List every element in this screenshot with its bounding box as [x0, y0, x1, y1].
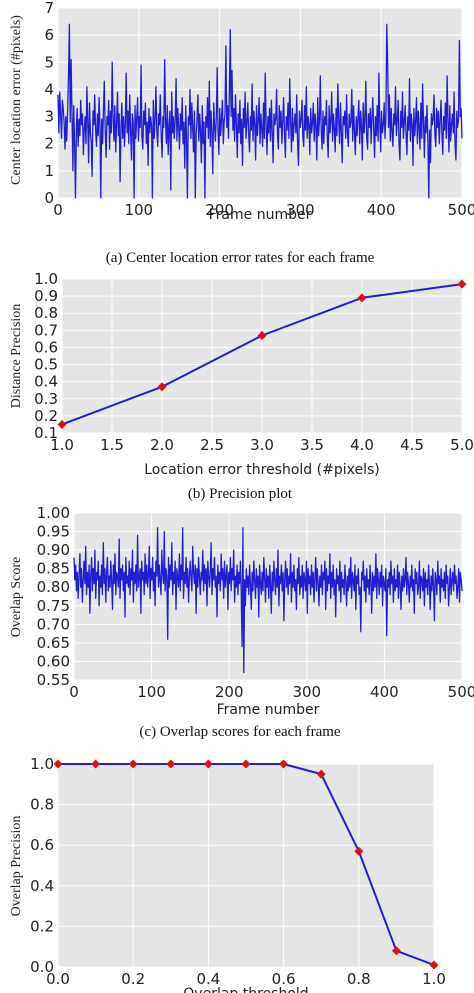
chart-c: 0 100 200 300 400 500 0.550.600.650.700.750.80…	[9, 504, 474, 740]
x-tick-label: 1.5	[100, 436, 124, 454]
y-tick-label: 1.0	[34, 270, 58, 288]
y-tick-label: 2	[44, 135, 54, 153]
x-tick-label: 100	[124, 201, 153, 219]
x-axis-label: Overlap threshold	[183, 986, 308, 993]
x-tick-label: 4.5	[400, 436, 424, 454]
chart-d: 0.0 0.2 0.4 0.6 0.8 1.0 0.0 0.2 0.4 0.6 0.8 1.0 Over…	[9, 755, 446, 993]
y-tick-label: 0.6	[30, 836, 54, 854]
y-tick-label: 0.70	[37, 615, 70, 633]
y-axis-label: Overlap Precision	[9, 816, 24, 917]
x-tick-label: 200	[205, 201, 234, 219]
y-axis-label: Distance Precision	[9, 304, 24, 409]
x-tick-label: 400	[367, 201, 396, 219]
y-axis-label: Overlap Score	[9, 557, 24, 637]
y-tick-label: 0.5	[34, 356, 58, 374]
y-tick-label: 0.4	[30, 877, 54, 895]
y-tick-label: 0.95	[37, 523, 70, 541]
series-line	[73, 527, 463, 674]
y-tick-label: 0.6	[34, 338, 58, 356]
data-point	[203, 759, 213, 769]
x-tick-label: 3.5	[300, 436, 324, 454]
y-tick-label: 1.00	[37, 504, 70, 522]
chart-b: 1.0 1.5 2.0 2.5 3.0 3.5 4.0 4.5 5.00.10.20.30.40…	[9, 270, 474, 502]
y-tick-label: 0	[44, 189, 54, 207]
x-tick-label: 4.0	[350, 436, 374, 454]
y-tick-label: 0.9	[34, 287, 58, 305]
data-point	[53, 759, 63, 769]
x-axis-label: Frame number	[209, 207, 312, 223]
y-tick-label: 0.65	[37, 634, 70, 652]
y-tick-label: 5	[44, 53, 54, 71]
y-tick-label: 1	[44, 162, 54, 180]
x-tick-label: 100	[137, 683, 166, 701]
y-tick-label: 1.0	[30, 755, 54, 773]
data-point	[157, 382, 167, 392]
y-tick-label: 0.4	[34, 373, 58, 391]
plot-background	[74, 513, 462, 680]
chart-a: 0 100 200 300 400 500 0 1 2 3 4 5 6 7 Frame number Cent…	[9, 0, 474, 266]
data-point	[166, 759, 176, 769]
series-line	[57, 23, 463, 199]
y-tick-label: 0.90	[37, 541, 70, 559]
x-tick-label: 2.5	[200, 436, 224, 454]
y-tick-label: 0.3	[34, 390, 58, 408]
figure-caption: (b) Precision plot	[188, 486, 293, 502]
x-tick-label: 0.8	[347, 970, 371, 988]
data-point	[279, 759, 289, 769]
y-tick-label: 7	[44, 0, 54, 17]
y-tick-label: 0.8	[30, 796, 54, 814]
y-tick-label: 0.55	[37, 671, 70, 689]
y-tick-label: 0.8	[34, 304, 58, 322]
x-tick-label: 2.0	[150, 436, 174, 454]
y-tick-label: 0.2	[34, 407, 58, 425]
y-tick-label: 6	[44, 26, 54, 44]
plot-background	[58, 8, 462, 198]
x-tick-label: 300	[292, 683, 321, 701]
x-axis-label: Frame number	[217, 702, 320, 718]
figure-caption: (a) Center location error rates for each…	[106, 250, 375, 266]
data-point	[391, 946, 401, 956]
x-tick-label: 200	[215, 683, 244, 701]
x-tick-label: 400	[370, 683, 399, 701]
data-point	[357, 293, 367, 303]
x-tick-label: 1.0	[50, 436, 74, 454]
x-tick-label: 3.0	[250, 436, 274, 454]
x-axis-label: Location error threshold (#pixels)	[144, 462, 379, 478]
figure-caption: (c) Overlap scores for each frame	[139, 724, 340, 740]
x-tick-label: 500	[448, 201, 474, 219]
y-tick-label: 0.80	[37, 578, 70, 596]
data-point	[257, 330, 267, 340]
data-point	[429, 960, 439, 970]
x-tick-label: 300	[286, 201, 315, 219]
x-tick-label: 0.4	[196, 970, 220, 988]
data-point	[91, 759, 101, 769]
data-point	[57, 419, 67, 429]
x-tick-label: 0	[69, 683, 79, 701]
data-point	[128, 759, 138, 769]
y-tick-label: 0.85	[37, 560, 70, 578]
y-tick-label: 0.0	[30, 958, 54, 976]
data-point	[354, 846, 364, 856]
y-axis-label: Center location error (#pixels)	[9, 15, 24, 185]
x-tick-label: 0.6	[272, 970, 296, 988]
y-tick-label: 3	[44, 108, 54, 126]
y-tick-label: 0.7	[34, 321, 58, 339]
x-tick-label: 0.2	[121, 970, 145, 988]
y-tick-label: 4	[44, 80, 54, 98]
data-point	[241, 759, 251, 769]
x-tick-label: 0	[53, 201, 63, 219]
y-tick-label: 0.2	[30, 917, 54, 935]
data-point	[316, 769, 326, 779]
y-tick-label: 0.1	[34, 424, 58, 442]
x-tick-label: 0.0	[46, 970, 70, 988]
data-point	[457, 279, 467, 289]
x-tick-label: 500	[448, 683, 474, 701]
y-tick-label: 0.60	[37, 652, 70, 670]
plot-background	[58, 764, 434, 967]
y-tick-label: 0.75	[37, 597, 70, 615]
x-tick-label: 1.0	[422, 970, 446, 988]
x-tick-label: 5.0	[450, 436, 474, 454]
